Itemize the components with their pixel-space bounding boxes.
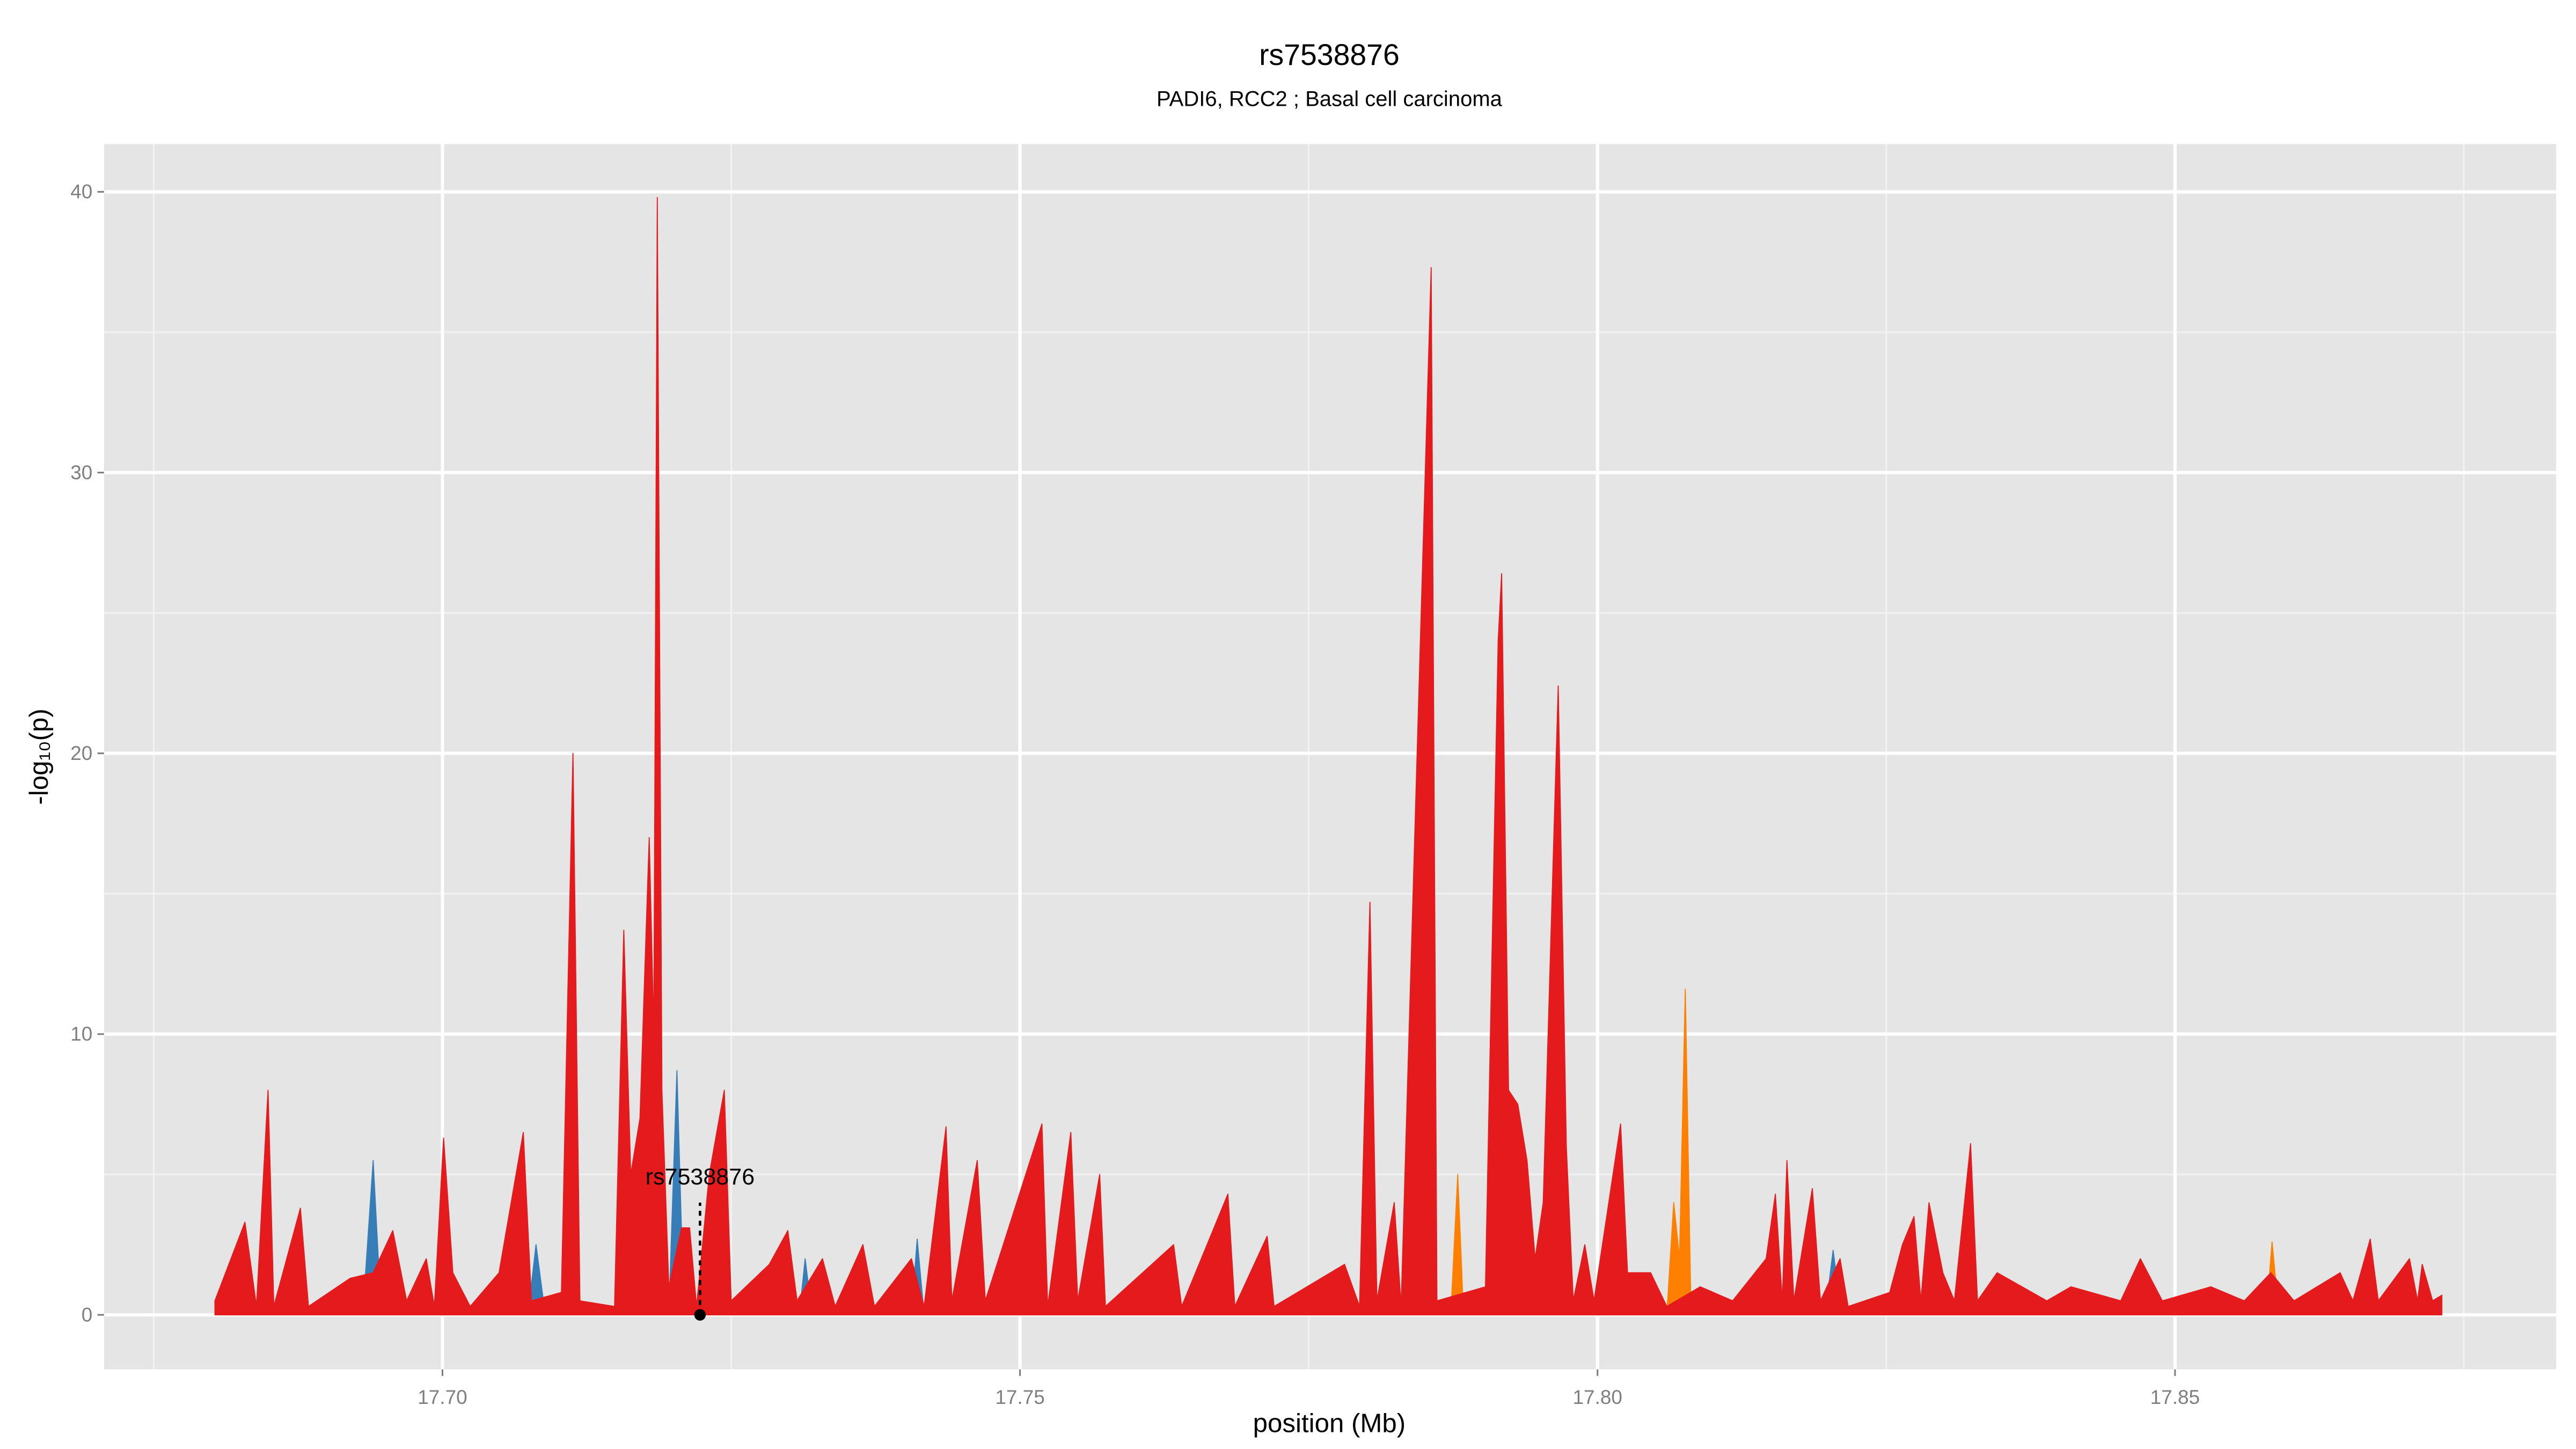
y-tick-label: 0: [82, 1304, 93, 1326]
x-tick-label: 17.70: [418, 1386, 467, 1408]
chart-subtitle: PADI6, RCC2 ; Basal cell carcinoma: [1157, 87, 1503, 111]
x-tick-label: 17.80: [1573, 1386, 1622, 1408]
annotation-label: rs7538876: [646, 1164, 755, 1190]
x-tick-label: 17.85: [2150, 1386, 2200, 1408]
annotation-point: [694, 1309, 706, 1321]
y-axis-title: -log₁₀(p): [24, 708, 54, 804]
plot-background: [104, 144, 2557, 1370]
y-tick-label: 30: [70, 462, 92, 484]
chart-title: rs7538876: [1259, 38, 1400, 71]
y-tick-label: 10: [70, 1023, 92, 1045]
area: [214, 196, 2442, 1315]
x-tick-label: 17.75: [995, 1386, 1044, 1408]
x-axis-title: position (Mb): [1253, 1408, 1406, 1438]
y-tick-label: 40: [70, 181, 92, 203]
y-tick-label: 20: [70, 742, 92, 764]
